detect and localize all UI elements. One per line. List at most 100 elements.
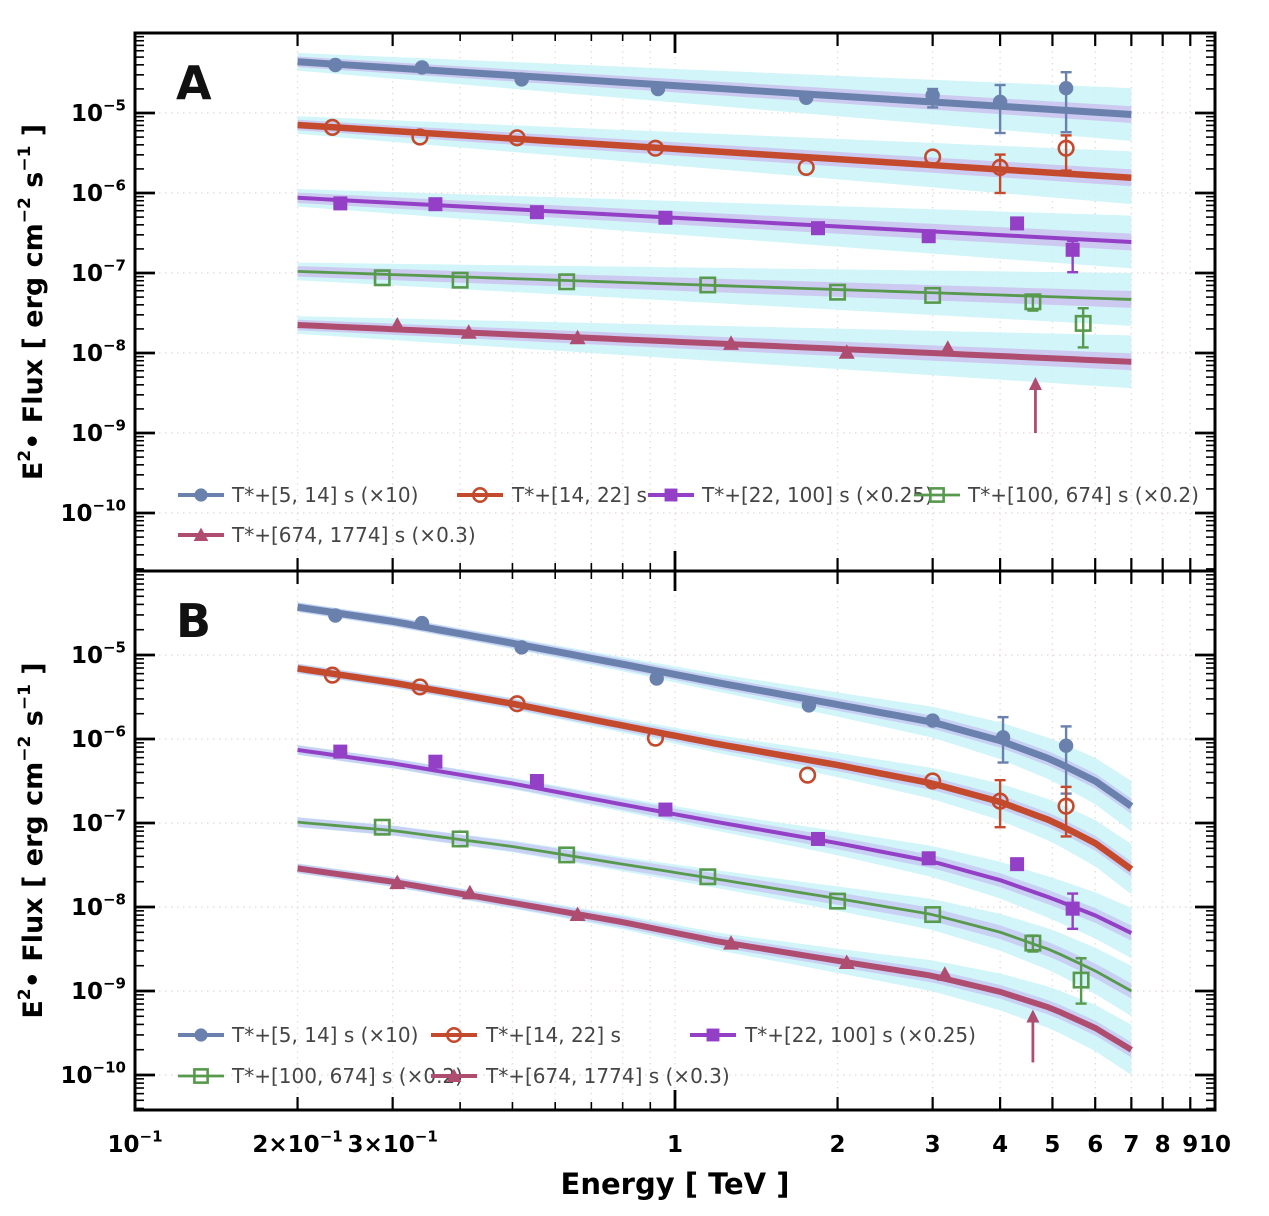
data-point-open-circle-icon (471, 486, 489, 504)
data-point-circle-icon (1058, 738, 1074, 753)
y-tick-label: 10−9 (71, 975, 126, 1005)
data-point-open-square-icon (373, 818, 391, 836)
data-point-open-square-icon (929, 487, 945, 503)
x-tick-label: 2 (830, 1132, 846, 1158)
data-point-square-icon (664, 488, 678, 502)
series-points-2 (333, 744, 1080, 931)
data-point-open-circle-icon (797, 158, 815, 176)
data-point-circle-icon (514, 640, 529, 655)
series-line-0 (297, 603, 1134, 810)
legend-label: T*+[100, 674] s (×0.2) (231, 1064, 463, 1088)
data-point-triangle-icon (193, 527, 209, 541)
legend-item: T*+[674, 1774] s (×0.3) (431, 1064, 730, 1088)
band-inner (297, 817, 1132, 999)
data-point-open-circle-icon (1057, 139, 1075, 157)
data-point-open-square-icon (1074, 314, 1092, 332)
data-point-triangle-icon (939, 340, 956, 355)
data-point-circle-icon (995, 730, 1011, 745)
data-point-square-icon (428, 197, 443, 212)
y-tick-label: 10−8 (71, 337, 126, 367)
y-axis-title: E2• Flux [ erg cm−2 s−1 ] (15, 662, 49, 1018)
data-point-square-icon (658, 802, 673, 817)
legend-item: T*+[22, 100] s (×0.25) (648, 483, 933, 507)
data-point-triangle-icon (446, 1068, 462, 1082)
limit-arrow-icon (1028, 377, 1042, 433)
data-point-open-square-icon (829, 283, 847, 301)
x-tick-label: 3×10−1 (347, 1128, 437, 1158)
data-point-triangle-icon (461, 884, 478, 900)
data-point-circle-icon (649, 671, 664, 686)
data-point-circle-icon (650, 81, 666, 97)
legend-label: T*+[14, 22] s (485, 1023, 621, 1047)
data-point-open-square-icon (558, 273, 576, 291)
legend-item: T*+[14, 22] s (431, 1023, 621, 1047)
data-point-open-square-icon (924, 286, 942, 304)
data-point-open-circle-icon (924, 148, 942, 166)
data-point-open-square-icon (451, 271, 469, 289)
data-point-square-icon (1065, 901, 1080, 916)
data-point-circle-icon (992, 94, 1008, 110)
data-point-open-circle-icon (508, 695, 526, 713)
x-tick-label: 5 (1044, 1132, 1060, 1158)
data-point-open-circle-icon (508, 129, 526, 147)
data-point-open-square-icon (451, 830, 469, 848)
data-point-square-icon (921, 851, 936, 866)
y-axis-title: E2• Flux [ erg cm−2 s−1 ] (15, 124, 49, 480)
legend-item: T*+[100, 674] s (×0.2) (178, 1064, 463, 1088)
series-points-3 (373, 269, 1092, 349)
data-point-open-square-icon (373, 269, 391, 287)
legend-item: T*+[5, 14] s (×10) (178, 483, 418, 507)
data-point-square-icon (811, 831, 826, 846)
y-tick-label: 10−8 (71, 891, 126, 921)
series-points-4 (389, 317, 1042, 433)
legend-item: T*+[22, 100] s (×0.25) (690, 1023, 976, 1047)
data-point-triangle-icon (936, 966, 953, 981)
data-point-triangle-icon (569, 906, 586, 922)
data-point-open-square-icon (1024, 934, 1042, 952)
panel-frame (133, 569, 1217, 1112)
data-point-open-circle-icon (323, 666, 341, 684)
data-point-circle-icon (194, 488, 208, 502)
x-tick-label: 2×10−1 (252, 1128, 342, 1158)
x-tick-label: 4 (992, 1132, 1008, 1158)
band-outer (297, 663, 1132, 895)
series-points-1 (323, 666, 1075, 838)
x-tick-label: 6 (1087, 1132, 1103, 1158)
y-tick-label: 10−5 (71, 97, 126, 127)
data-point-circle-icon (925, 88, 940, 103)
data-point-triangle-icon (389, 317, 406, 332)
x-tick-label: 7 (1123, 1132, 1139, 1158)
data-point-square-icon (428, 754, 443, 769)
data-point-circle-icon (799, 90, 814, 106)
series-line-4 (297, 865, 1133, 1053)
y-tick-label: 10−9 (71, 417, 126, 447)
data-point-triangle-icon (838, 344, 855, 359)
data-point-open-circle-icon (646, 139, 665, 157)
panel-A: T*+[5, 14] s (×10) T*+[14, 22] s T*+[22, 1… (15, 31, 1217, 573)
series-points-2 (333, 196, 1080, 274)
data-point-triangle-icon (569, 329, 586, 345)
data-point-triangle-icon (460, 324, 477, 339)
series-points-3 (373, 818, 1090, 1005)
y-tick-label: 10−6 (71, 177, 126, 207)
y-tick-label: 10−7 (71, 257, 126, 287)
data-point-open-square-icon (1024, 293, 1042, 311)
data-point-square-icon (529, 205, 544, 220)
data-point-triangle-icon (838, 954, 855, 969)
x-tick-label: 1 (667, 1132, 683, 1158)
legend-label: T*+[5, 14] s (×10) (231, 483, 418, 507)
data-point-open-square-icon (829, 892, 847, 910)
data-point-square-icon (921, 229, 936, 244)
data-point-square-icon (706, 1028, 720, 1042)
y-tick-label: 10−10 (61, 1059, 126, 1089)
data-point-triangle-icon (723, 335, 740, 350)
y-tick-label: 10−7 (71, 807, 126, 837)
confidence-bands (297, 602, 1132, 1075)
panel-letter: A (176, 56, 212, 110)
data-point-triangle-icon (723, 935, 740, 950)
error-bar (1077, 307, 1089, 349)
data-point-open-square-icon (1072, 971, 1090, 989)
model-lines (297, 603, 1134, 1053)
